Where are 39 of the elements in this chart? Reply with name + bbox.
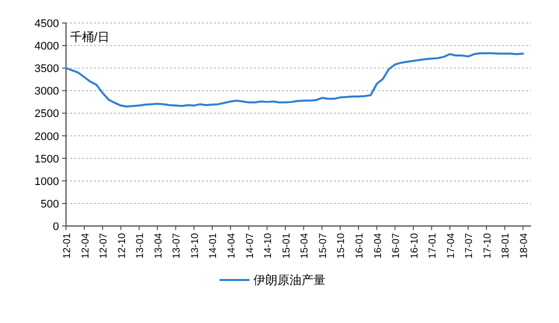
x-tick-label: 14-01 bbox=[208, 232, 220, 259]
x-tick-label: 13-10 bbox=[190, 232, 201, 259]
y-tick-label: 3000 bbox=[34, 86, 59, 98]
y-axis-title: 千桶/日 bbox=[70, 30, 110, 44]
x-tick-label: 15-01 bbox=[281, 232, 292, 259]
y-tick-label: 2500 bbox=[34, 108, 59, 120]
x-tick-label: 18-04 bbox=[519, 232, 530, 259]
line-series bbox=[65, 52, 524, 108]
x-tick-label: 17-07 bbox=[464, 232, 476, 259]
x-tick-label: 16-10 bbox=[409, 232, 420, 259]
x-tick-label: 13-01 bbox=[135, 232, 146, 259]
x-tick-label: 16-01 bbox=[354, 232, 366, 259]
x-tick-label: 15-07 bbox=[318, 232, 329, 259]
x-tick-label: 13-07 bbox=[172, 232, 183, 259]
x-tick-label: 17-10 bbox=[482, 232, 494, 259]
y-tick-label: 2000 bbox=[34, 130, 59, 143]
x-tick-label: 17-01 bbox=[428, 232, 439, 259]
y-tick-label: 500 bbox=[40, 198, 59, 210]
x-tick-label: 15-04 bbox=[300, 232, 311, 259]
x-tick-label: 12-01 bbox=[62, 232, 73, 259]
x-tick-label: 17-04 bbox=[446, 232, 457, 259]
x-tick-label: 14-04 bbox=[226, 232, 238, 259]
x-tick-label: 16-04 bbox=[372, 232, 384, 259]
x-tick-label: 14-07 bbox=[244, 232, 256, 259]
x-tick-label: 12-04 bbox=[80, 232, 92, 259]
x-tick-label: 15-10 bbox=[336, 232, 348, 259]
x-tick-label: 18-01 bbox=[500, 232, 512, 259]
x-tick-label: 12-10 bbox=[116, 232, 128, 259]
y-tick-label: 3500 bbox=[34, 63, 59, 76]
x-tick-label: 16-07 bbox=[391, 232, 402, 259]
y-tick-label: 4000 bbox=[34, 40, 59, 53]
x-tick-label: 13-04 bbox=[153, 232, 164, 259]
y-tick-label: 0 bbox=[52, 221, 59, 233]
legend-label: 伊朗原油产量 bbox=[254, 273, 326, 287]
x-tick-label: 14-10 bbox=[263, 232, 274, 259]
y-tick-label: 1500 bbox=[34, 153, 59, 166]
y-tick-label: 4500 bbox=[34, 18, 59, 30]
y-tick-label: 1000 bbox=[34, 176, 59, 188]
x-tick-label: 12-07 bbox=[98, 232, 110, 259]
